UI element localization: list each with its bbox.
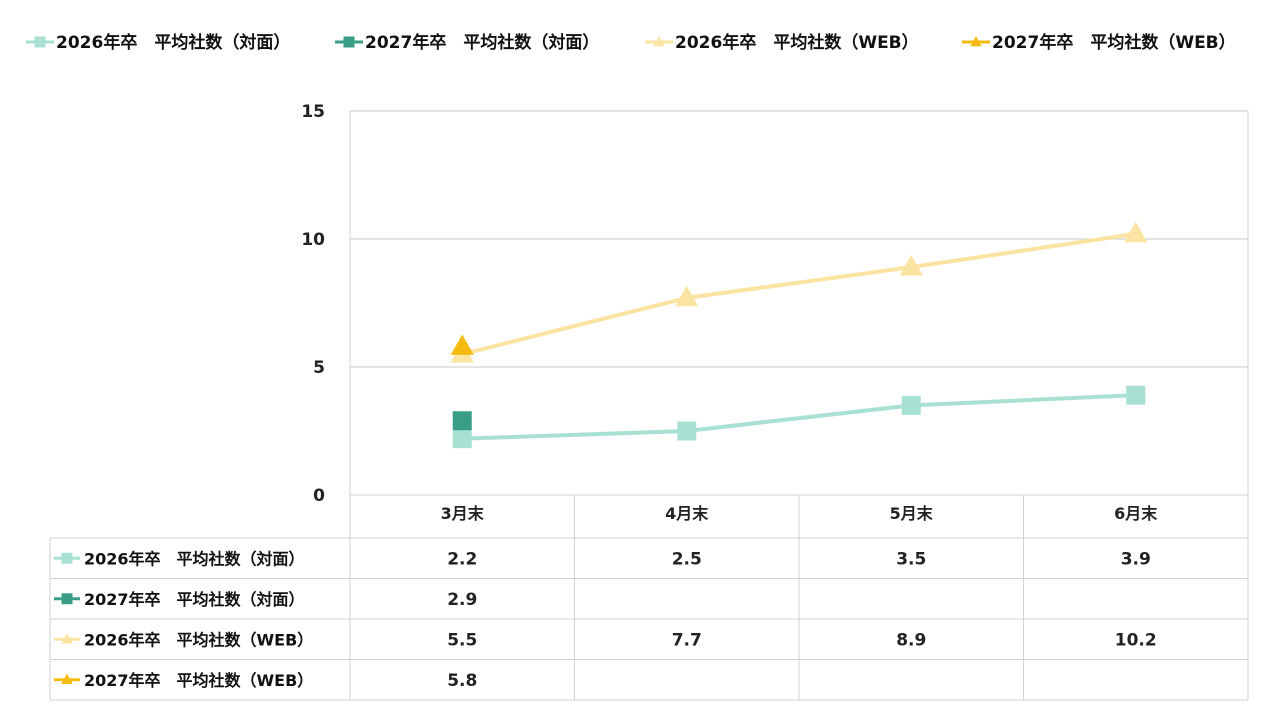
category-label-1: 3月末 (441, 504, 485, 523)
legend-marker-1 (34, 36, 46, 48)
table-key-marker-4 (61, 673, 73, 684)
table-key-marker-1 (61, 552, 73, 564)
series-lines (461, 231, 1137, 441)
series-line-1 (462, 393, 1136, 441)
legend-label-4: 2027年卒 平均社数（WEB） (992, 32, 1236, 53)
table-cell-r4-c1: 5.8 (447, 671, 477, 691)
table-row-label-1: 2026年卒 平均社数（対面） (84, 549, 305, 568)
table-row-label-2: 2027年卒 平均社数（対面） (84, 590, 305, 609)
category-label-3: 5月末 (890, 504, 934, 523)
data-point-s3-4 (1124, 221, 1148, 243)
data-point-s2-1 (452, 411, 472, 431)
legend-marker-3 (653, 36, 665, 47)
data-point-s1-1 (452, 429, 472, 449)
y-tick-5: 5 (313, 358, 325, 378)
table-row-label-3: 2026年卒 平均社数（WEB） (84, 630, 313, 649)
legend-label-3: 2026年卒 平均社数（WEB） (675, 32, 919, 53)
legend-label-1: 2026年卒 平均社数（対面） (56, 32, 290, 53)
table-cell-r3-c3: 8.9 (896, 630, 926, 650)
table-row-label-4: 2027年卒 平均社数（WEB） (84, 671, 313, 690)
data-point-s4-1 (450, 334, 474, 355)
series-markers (450, 221, 1148, 449)
series-line-3 (461, 231, 1137, 357)
category-label-4: 6月末 (1114, 504, 1158, 523)
legend-marker-2 (343, 36, 355, 48)
table-cell-r1-c4: 3.9 (1121, 549, 1151, 569)
data-point-s1-3 (901, 395, 921, 415)
table-cell-r3-c2: 7.7 (672, 630, 702, 650)
legend: 2026年卒 平均社数（対面） 2027年卒 平均社数（対面） 2026年卒 平均社… (26, 32, 1236, 53)
data-table: 3月末 4月末 5月末 6月末 2026年卒 平均社数（対面） 2.2 2.5 3.5 3.9 2… (49, 494, 1249, 701)
category-label-2: 4月末 (665, 504, 709, 523)
legend-label-2: 2027年卒 平均社数（対面） (365, 32, 599, 53)
table-cell-r2-c1: 2.9 (447, 590, 477, 610)
table-key-marker-3 (61, 633, 73, 644)
table-cell-r3-c1: 5.5 (447, 630, 477, 650)
y-tick-0: 0 (313, 486, 325, 506)
table-cell-r1-c1: 2.2 (447, 549, 477, 569)
data-point-s3-3 (899, 255, 923, 276)
table-cell-r1-c2: 2.5 (672, 549, 702, 569)
y-tick-15: 15 (301, 102, 325, 122)
table-cell-r3-c4: 10.2 (1115, 630, 1157, 650)
y-axis: 0 5 10 15 (301, 102, 325, 506)
table-cell-r1-c3: 3.5 (896, 549, 926, 569)
y-tick-10: 10 (301, 230, 325, 250)
legend-marker-4 (970, 36, 982, 47)
data-point-s1-2 (677, 421, 697, 441)
data-point-s1-4 (1126, 385, 1146, 405)
table-key-marker-2 (61, 593, 73, 605)
data-point-s3-2 (675, 285, 699, 307)
